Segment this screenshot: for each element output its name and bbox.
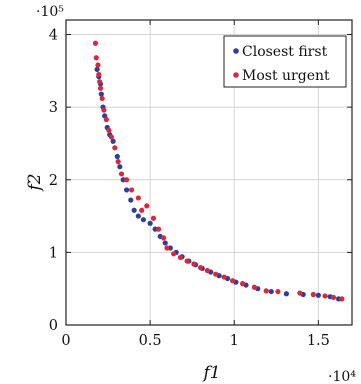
point-most-urgent <box>150 215 157 221</box>
point-most-urgent <box>155 226 162 232</box>
y-tick-label: 1 <box>49 245 58 261</box>
x-tick-label: 1.5 <box>307 333 330 349</box>
point-most-urgent <box>297 290 303 296</box>
legend-label-closest-first: Closest first <box>242 44 328 60</box>
x-axis-label: f1 <box>201 363 220 383</box>
point-closest-first <box>117 164 123 170</box>
point-closest-first <box>110 138 116 144</box>
point-most-urgent <box>129 187 135 193</box>
legend: Closest first Most urgent <box>223 35 347 88</box>
point-most-urgent <box>92 40 99 46</box>
point-most-urgent <box>322 293 328 299</box>
x-tick-label: 0 <box>61 333 70 349</box>
legend-box <box>223 35 347 88</box>
data-points <box>92 40 345 302</box>
point-most-urgent <box>171 251 177 257</box>
point-most-urgent <box>115 159 121 165</box>
y-tick-label: 2 <box>49 173 58 189</box>
point-most-urgent <box>106 127 112 133</box>
point-most-urgent <box>204 267 210 274</box>
point-closest-first <box>147 220 153 226</box>
point-most-urgent <box>95 62 101 68</box>
point-most-urgent <box>263 288 269 294</box>
y-tick-label: 3 <box>49 100 58 116</box>
point-most-urgent <box>251 284 258 290</box>
point-most-urgent <box>221 274 227 280</box>
point-most-urgent <box>330 294 337 301</box>
point-most-urgent <box>197 265 204 271</box>
point-most-urgent <box>191 261 197 267</box>
x-tick-label: 0.5 <box>139 333 162 349</box>
y-tick-label: 4 <box>49 28 58 44</box>
point-most-urgent <box>164 245 170 251</box>
point-most-urgent <box>99 95 105 102</box>
legend-label-most-urgent: Most urgent <box>242 68 330 84</box>
point-most-urgent <box>240 281 246 287</box>
y-axis-label: f2 <box>25 173 45 192</box>
point-most-urgent <box>229 278 236 284</box>
point-closest-first <box>315 292 321 298</box>
point-closest-first <box>114 153 120 160</box>
plot-frame <box>65 19 353 326</box>
point-most-urgent <box>213 271 219 277</box>
x-tick-label: 1 <box>230 333 239 349</box>
point-most-urgent <box>144 203 150 209</box>
point-most-urgent <box>101 107 107 113</box>
point-most-urgent <box>97 85 104 91</box>
point-most-urgent <box>339 296 345 302</box>
point-most-urgent <box>139 207 145 213</box>
point-closest-first <box>131 207 137 213</box>
point-most-urgent <box>310 291 316 298</box>
point-most-urgent <box>123 177 130 183</box>
point-most-urgent <box>112 145 118 151</box>
point-most-urgent <box>177 254 183 261</box>
point-closest-first <box>135 213 141 219</box>
axis-ticks: 0 0.5 1 1.5 0 1 2 3 4 <box>49 20 352 349</box>
point-closest-first <box>162 240 168 246</box>
point-closest-first <box>268 288 274 295</box>
legend-marker-closest-first <box>233 48 239 54</box>
legend-marker-most-urgent <box>233 72 239 78</box>
point-closest-first <box>283 291 289 297</box>
point-closest-first <box>94 66 100 72</box>
point-most-urgent <box>96 71 102 78</box>
point-most-urgent <box>97 79 103 85</box>
x-exponent-label: ·10⁴ <box>328 369 356 384</box>
point-most-urgent <box>93 55 99 61</box>
point-most-urgent <box>135 195 141 201</box>
point-most-urgent <box>108 134 115 140</box>
point-most-urgent <box>118 171 125 177</box>
point-closest-first <box>140 217 146 223</box>
point-most-urgent <box>160 235 167 241</box>
point-closest-first <box>128 197 134 203</box>
point-most-urgent <box>103 116 109 123</box>
point-closest-first <box>98 91 104 97</box>
y-tick-label: 0 <box>49 318 58 334</box>
point-most-urgent <box>184 258 190 264</box>
y-exponent-label: ·10⁵ <box>36 4 64 20</box>
point-most-urgent <box>275 288 281 295</box>
point-closest-first <box>123 187 130 193</box>
